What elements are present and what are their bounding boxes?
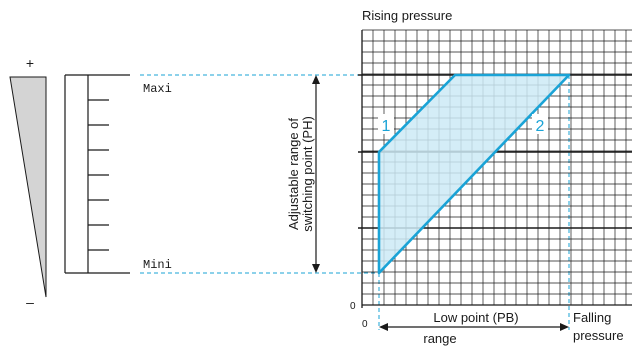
vertical-label-line1: Adjustable range of <box>286 118 301 230</box>
switching-region: 1 2 <box>377 73 571 275</box>
pb-label-bg <box>420 308 532 325</box>
chart-top-label: Rising pressure <box>362 8 452 23</box>
pb-range-arrow: Low point (PB) range <box>379 308 569 346</box>
ph-arrow-head-up <box>312 75 320 84</box>
tick-ruler: Maxi Mini <box>64 74 172 274</box>
falling-label-line1: Falling <box>573 310 611 325</box>
curve-2-label-bg <box>532 114 548 134</box>
low-point-label-line1: Low point (PB) <box>433 310 518 325</box>
low-point-label-line2: range <box>423 331 456 346</box>
x-origin-label: 0 <box>362 319 368 330</box>
curve-1-label: 1 <box>382 118 391 135</box>
pb-arrow-head-left <box>379 323 388 331</box>
falling-label-bg <box>571 308 634 347</box>
maxi-label: Maxi <box>143 82 172 96</box>
ph-arrow-head-down <box>312 264 320 273</box>
curve-2-label: 2 <box>536 118 545 135</box>
wedge-shape <box>9 76 47 298</box>
minus-sign: – <box>26 294 34 310</box>
region-fill <box>377 73 571 275</box>
wedge-scale: + – <box>9 55 47 310</box>
plus-sign: + <box>26 55 34 71</box>
ruler-ticks <box>88 99 109 251</box>
y-origin-label: 0 <box>350 301 356 312</box>
mini-label: Mini <box>143 258 172 272</box>
vertical-label-line2: switching point (PH) <box>300 116 315 232</box>
curve-1-label-bg <box>378 114 394 134</box>
falling-label-line2: pressure <box>573 328 624 343</box>
pb-arrow-head-right <box>560 323 569 331</box>
falling-pressure-label: Falling pressure <box>571 308 634 347</box>
ph-range-arrow: Adjustable range of switching point (PH) <box>286 75 320 273</box>
